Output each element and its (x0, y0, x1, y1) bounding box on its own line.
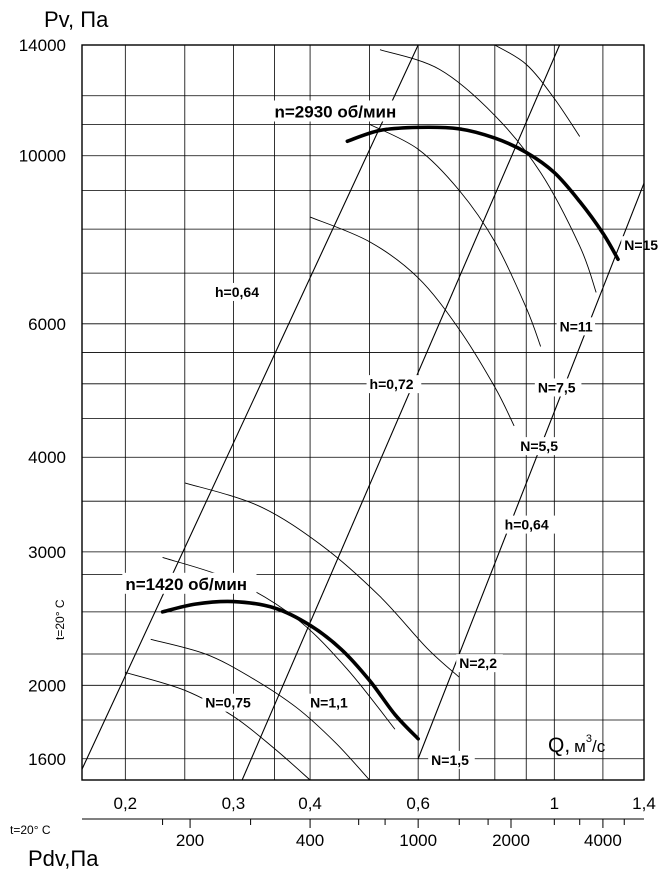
curve-label-N22: N=2,2 (459, 655, 497, 671)
curve-label-N11b: N=11 (560, 318, 593, 334)
label-bg (556, 317, 596, 336)
power-curve (184, 482, 460, 678)
y-tick-label: 3000 (28, 543, 66, 562)
temperature-label-bottom: t=20° C (10, 823, 51, 837)
pdv-tick-label: 1000 (399, 831, 437, 850)
power-curve (369, 123, 542, 347)
x-tick-label: 0,4 (298, 794, 322, 813)
y-tick-label: 14000 (19, 36, 66, 55)
y-tick-label: 10000 (19, 147, 66, 166)
speed-series-line (160, 599, 420, 741)
y-tick-label: 6000 (28, 315, 66, 334)
pdv-tick-label: 2000 (492, 831, 530, 850)
speed-series-line (345, 125, 620, 262)
label-bg (428, 750, 475, 769)
efficiency-line (82, 45, 419, 770)
label-bg (202, 693, 258, 712)
power-curve (379, 49, 597, 293)
power-curve (309, 216, 515, 427)
y-tick-label: 1600 (28, 750, 66, 769)
label-bg (534, 378, 582, 397)
grid (82, 44, 645, 780)
y-tick-label: 4000 (28, 448, 66, 467)
pdv-axis-title: Pdv,Па (28, 846, 99, 871)
curve-label-N55: N=5,5 (520, 438, 558, 454)
curve-label-N75: N=7,5 (538, 379, 576, 395)
plot-frame (81, 44, 645, 781)
y-axis-title: Pv, Па (44, 7, 109, 32)
label-bg (456, 654, 503, 673)
pdv-tick-label: 200 (176, 831, 204, 850)
y-tick-label: 2000 (28, 676, 66, 695)
label-bg (212, 282, 267, 301)
pdv-tick-label: 400 (296, 831, 324, 850)
label-bg (621, 236, 660, 255)
curve-label-N11: N=1,1 (310, 695, 348, 711)
curves (82, 45, 644, 780)
efficiency-line (417, 182, 644, 759)
x-tick-label: 0,2 (113, 794, 137, 813)
curve-label-h072: h=0,72 (370, 376, 414, 392)
curve-label-n2930: n=2930 об/мин (274, 103, 396, 122)
power-curve (494, 45, 581, 137)
curve-label-n1420: n=1420 об/мин (125, 575, 247, 594)
label-bg (517, 437, 564, 456)
temperature-label-vertical: t=20° C (53, 599, 67, 640)
x-tick-label: 0,6 (406, 794, 430, 813)
efficiency-line (241, 45, 561, 780)
power-curve (125, 671, 311, 780)
x-tick-label: 1,4 (632, 794, 656, 813)
label-bg (366, 375, 422, 394)
curve-label-N15: N=1,5 (431, 752, 469, 768)
curve-labels: n=2930 об/мин n=1420 об/мин h=0,64 h=0,72 h=… (122, 100, 660, 769)
x-tick-label: 1 (550, 794, 559, 813)
curve-label-N15b: N=15 (624, 237, 658, 253)
curve-label-h064a: h=0,64 (215, 284, 259, 300)
label-bg (307, 693, 354, 712)
power-curve (150, 638, 370, 780)
curve-label-N075: N=0,75 (205, 695, 251, 711)
label-bg (122, 572, 257, 594)
label-bg (271, 100, 406, 122)
label-bg (501, 515, 557, 534)
x-axis-title: Q, м3/c (548, 733, 606, 757)
pdv-tick-label: 4000 (584, 831, 622, 850)
curve-label-h064b: h=0,64 (505, 517, 549, 533)
x-tick-label: 0,3 (222, 794, 246, 813)
